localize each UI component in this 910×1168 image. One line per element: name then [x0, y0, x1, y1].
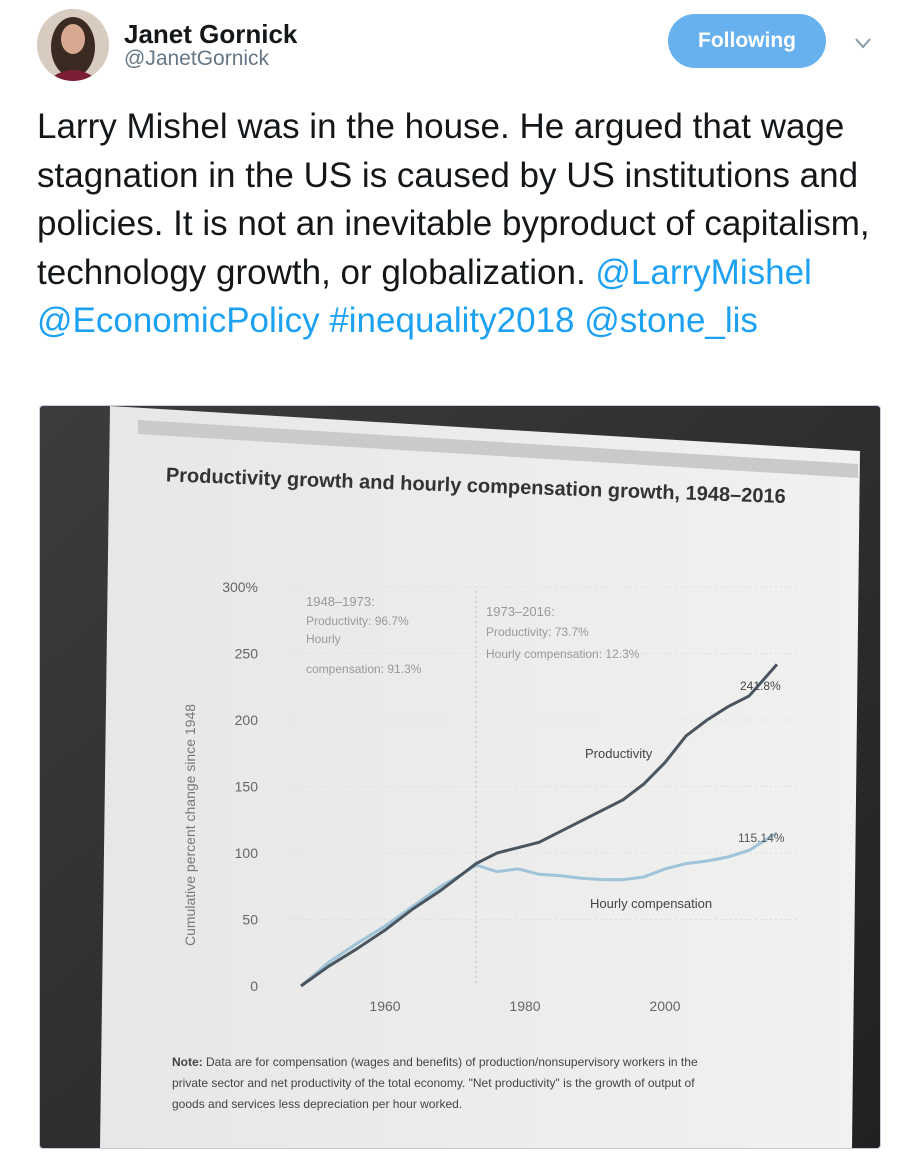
annotation: compensation: 91.3% [306, 662, 422, 676]
annotation: Productivity: 96.7% [306, 614, 409, 628]
slide-bar [138, 420, 858, 478]
series-label-productivity: Productivity [585, 746, 653, 761]
hashtag-link[interactable]: #inequality2018 [329, 301, 575, 340]
avatar-image [37, 9, 109, 81]
slide [100, 406, 860, 1148]
note-label: Note: [172, 1055, 203, 1069]
annotation: 1948–1973: [306, 594, 375, 609]
y-tick-label: 50 [242, 912, 258, 928]
author-name[interactable]: Janet Gornick [124, 19, 298, 49]
series-line-hourly-compensation [300, 831, 778, 988]
y-tick-label: 150 [235, 779, 259, 795]
productivity-end-label: 241.8% [740, 679, 781, 693]
note-line: Data are for compensation (wages and ben… [206, 1055, 701, 1069]
compensation-end-label: 115.14% [738, 831, 785, 845]
y-tick-label: 200 [235, 712, 259, 728]
note-line: goods and services less depreciation per… [172, 1097, 462, 1111]
tweet-text: Larry Mishel was in the house. He argued… [37, 103, 887, 346]
y-tick-label: 250 [235, 646, 259, 662]
annotation: Hourly compensation: 12.3% [486, 647, 640, 661]
y-tick-label: 100 [235, 845, 259, 861]
y-tick-label: 300% [222, 579, 258, 595]
series-line-productivity [300, 663, 779, 988]
author-handle[interactable]: @JanetGornick [124, 47, 270, 70]
chart-note: Note: Data are for compensation (wages a… [172, 1055, 701, 1111]
tweet-header: Janet Gornick @JanetGornick Following [37, 9, 877, 81]
tweet-photo[interactable]: Productivity growth and hourly compensat… [39, 405, 881, 1149]
tweet-body: Larry Mishel was in the house. He argued… [37, 107, 870, 292]
annotation: Hourly [306, 632, 341, 646]
y-tick-label: 0 [250, 978, 258, 994]
annotation: 1973–2016: [486, 604, 555, 619]
y-axis-label: Cumulative percent change since 1948 [182, 704, 198, 946]
annotation: Productivity: 73.7% [486, 625, 589, 639]
following-button[interactable]: Following [668, 14, 826, 68]
avatar[interactable] [37, 9, 109, 81]
mention-link[interactable]: @LarryMishel [595, 252, 812, 292]
mention-link[interactable]: @EconomicPolicy [37, 301, 320, 340]
x-tick-label: 1980 [509, 998, 540, 1014]
chart-photo: Productivity growth and hourly compensat… [40, 406, 880, 1148]
x-tick-label: 1960 [369, 998, 400, 1014]
chevron-down-icon[interactable] [853, 33, 873, 53]
mention-link[interactable]: @stone_lis [584, 301, 758, 340]
series-label-compensation: Hourly compensation [590, 896, 712, 911]
x-tick-label: 2000 [649, 998, 680, 1014]
note-line: private sector and net productivity of t… [172, 1076, 695, 1090]
